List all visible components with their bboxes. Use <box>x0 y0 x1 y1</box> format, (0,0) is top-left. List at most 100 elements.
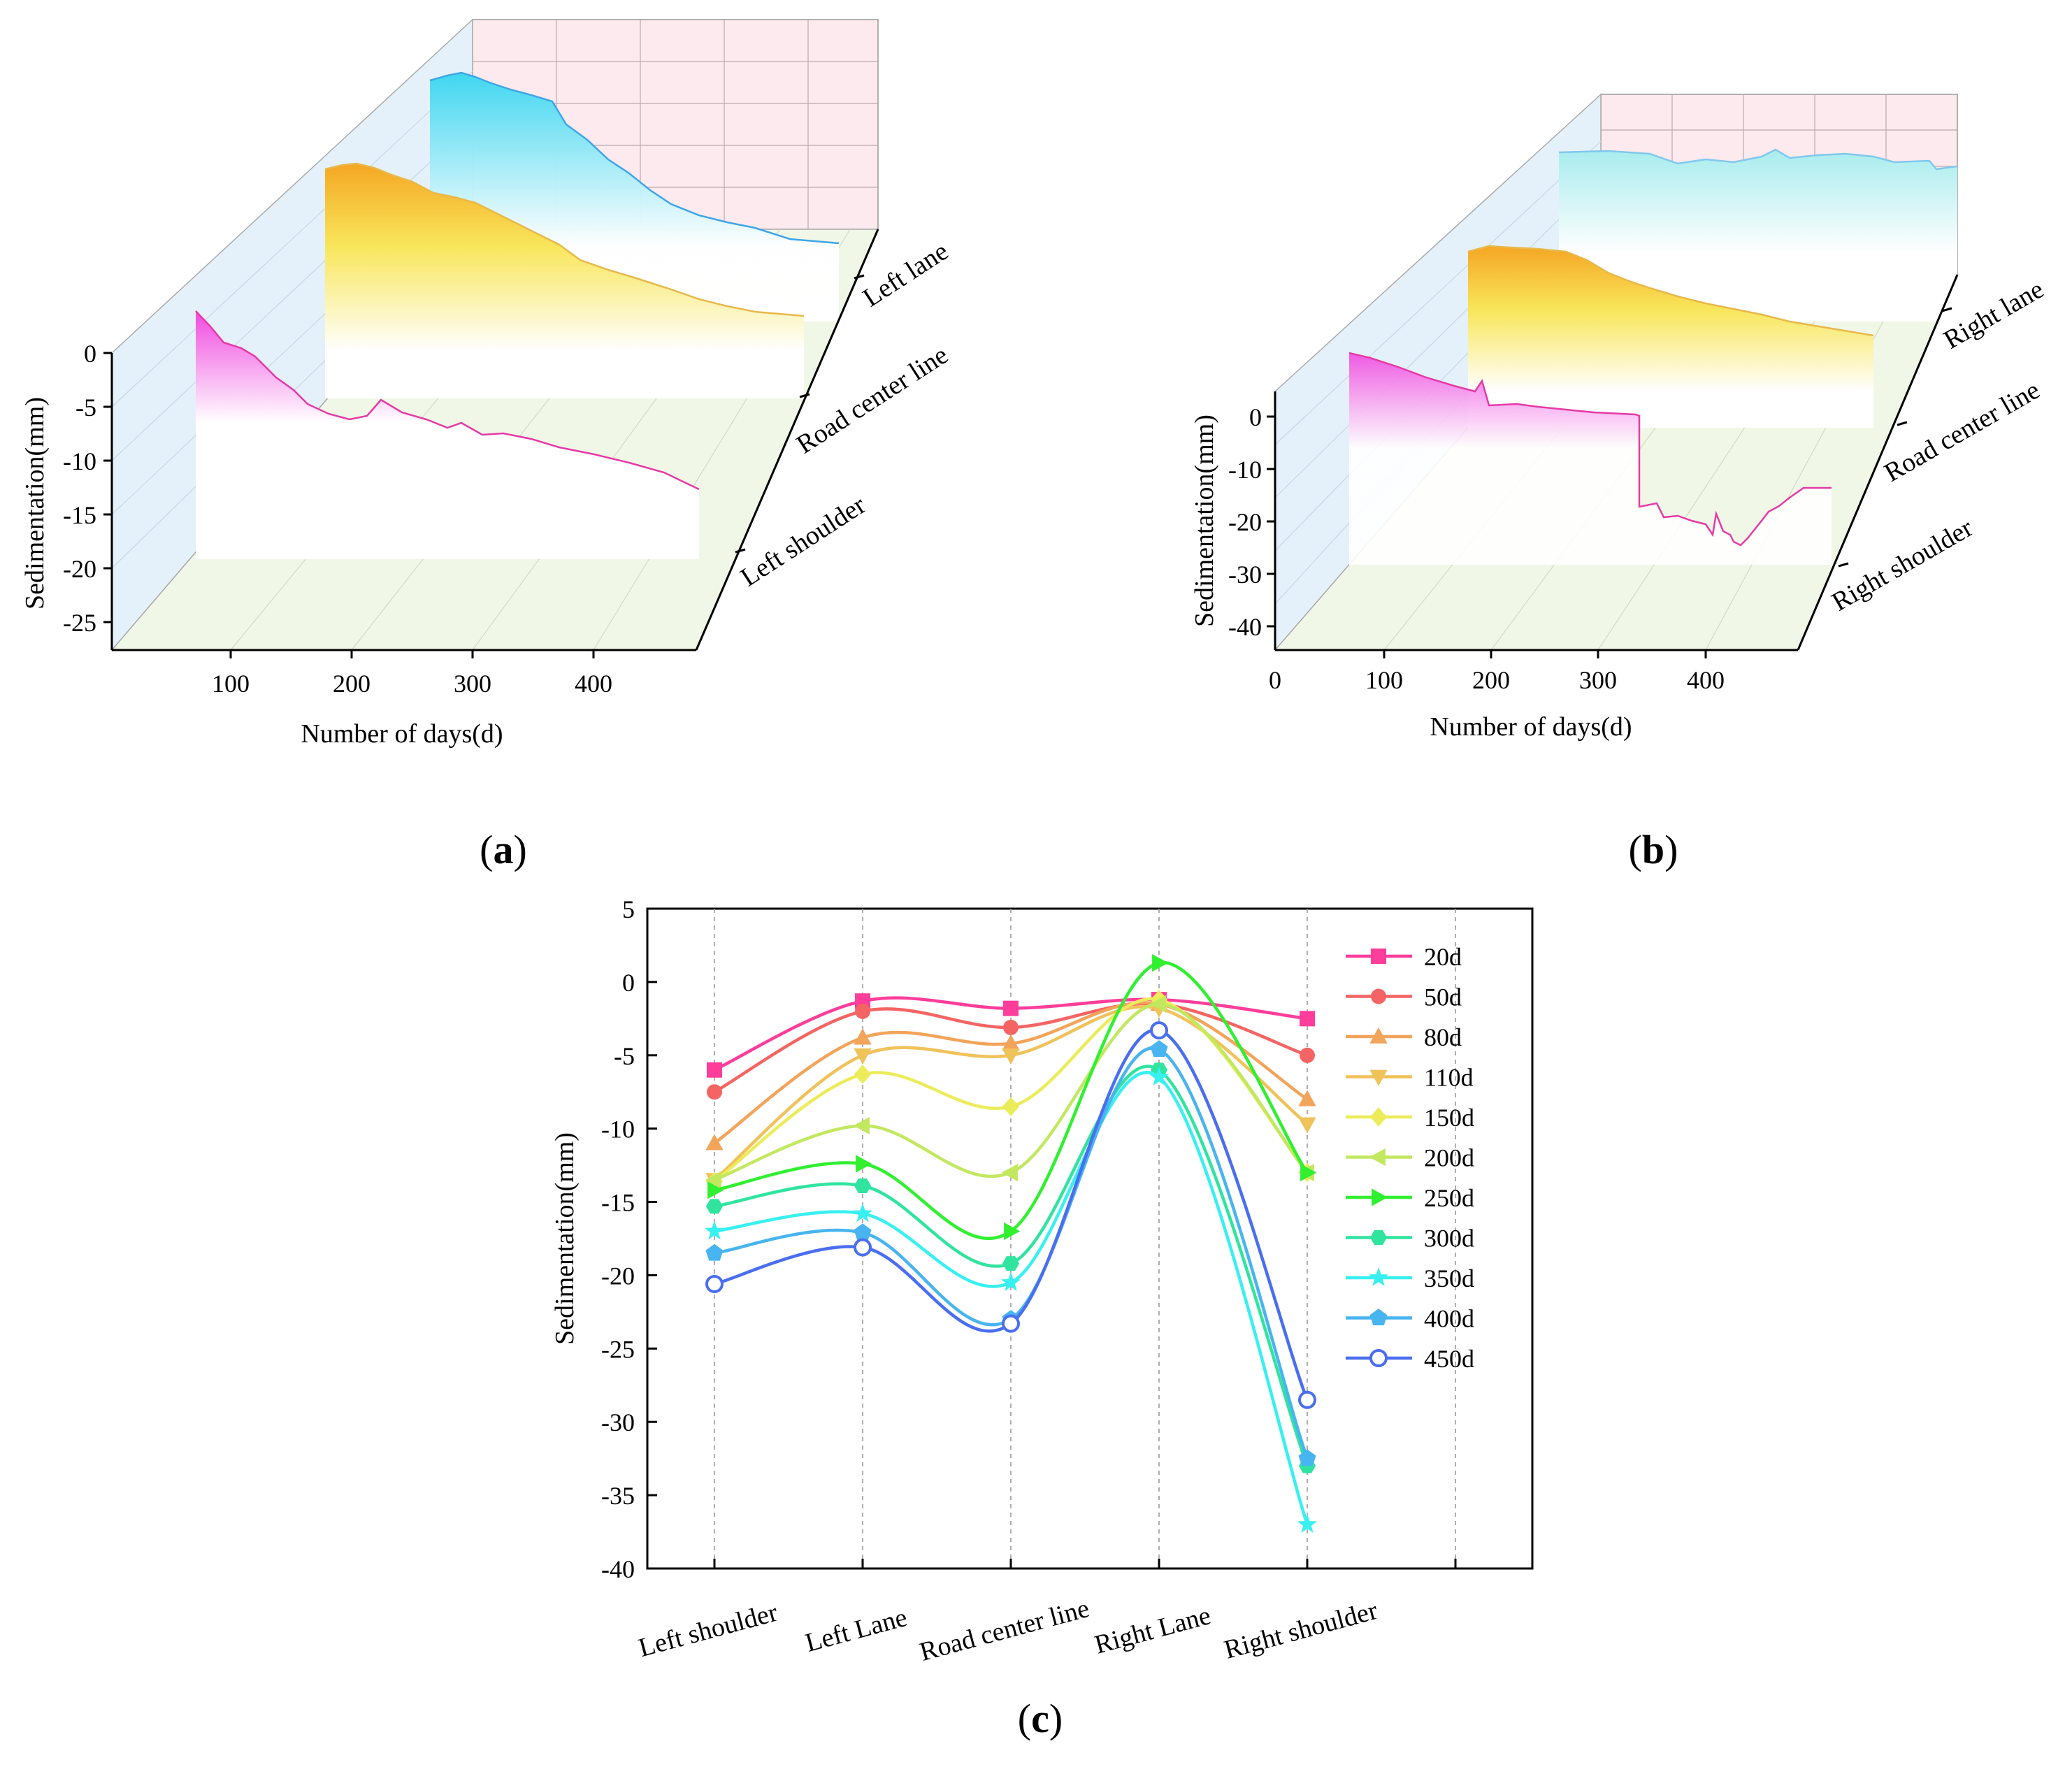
panel-b-depth-ticks <box>1838 307 1952 568</box>
panel-b-ribbon-right-lane <box>1558 148 1958 322</box>
series-line <box>714 1065 1309 1466</box>
panel-b-x-tick: 200 <box>1472 666 1510 694</box>
data-point-marker <box>855 1003 870 1019</box>
y-tick-label: -30 <box>601 1408 635 1436</box>
panel-c-legend: 20d 50d 80d 110d 150d 200d 250d 300d 350d 400d 450… <box>1346 943 1474 1373</box>
panel-a-x-tick: 400 <box>575 670 612 698</box>
panel-a-y-tick: -10 <box>63 447 96 475</box>
data-point-marker <box>1150 1040 1168 1058</box>
panel-b-x-label: Number of days(d) <box>1430 712 1632 742</box>
panel-b-x-tick: 0 <box>1269 666 1281 694</box>
panel-b-y-label: Sedimentation(mm) <box>1190 414 1219 627</box>
x-tick-label: Right shoulder <box>1221 1596 1381 1665</box>
y-tick-label: -35 <box>601 1482 635 1510</box>
data-point-marker <box>1369 1148 1386 1167</box>
y-tick-label: -20 <box>601 1262 635 1290</box>
data-point-marker <box>1298 1090 1316 1106</box>
data-point-marker <box>1369 1349 1388 1367</box>
data-point-marker <box>705 1199 724 1214</box>
panel-a-y-tick: -15 <box>63 501 96 529</box>
x-tick-label: Left Lane <box>803 1603 911 1658</box>
y-tick-label: -40 <box>601 1555 635 1583</box>
legend-label: 80d <box>1424 1023 1462 1051</box>
data-point-marker <box>1003 1000 1019 1016</box>
panel-b: 0 -10 -20 -30 -40 0 100 200 300 400 Righ… <box>1190 93 2049 872</box>
data-point-marker <box>1002 1097 1020 1116</box>
data-point-marker <box>1300 1047 1315 1063</box>
data-point-marker <box>1002 1034 1020 1051</box>
data-point-marker <box>705 1171 721 1189</box>
data-point-marker <box>1152 953 1169 972</box>
panel-b-y-tick: -30 <box>1228 561 1262 589</box>
panel-c-y-label: Sedimentation(mm) <box>550 1132 580 1345</box>
panel-b-y-tick: -10 <box>1228 456 1262 484</box>
panel-a-x-tick: 200 <box>333 670 370 698</box>
data-point-marker <box>1371 988 1386 1004</box>
data-point-marker <box>707 1062 722 1078</box>
series-200d <box>705 995 1314 1189</box>
x-tick-label: Right Lane <box>1091 1601 1214 1660</box>
legend-label: 150d <box>1424 1104 1474 1132</box>
data-point-marker <box>1002 1314 1020 1333</box>
panel-c-x-ticks: Left shoulder Left Lane Road center lineRi… <box>635 1559 1457 1667</box>
y-tick-label: -15 <box>601 1189 635 1217</box>
data-point-marker <box>1149 995 1166 1014</box>
panel-a-caption: (a) <box>480 827 527 872</box>
panel-b-ribbon-right-shoulder <box>1348 352 1832 565</box>
panel-b-x-tick: 300 <box>1579 666 1617 694</box>
series-350d <box>704 1067 1318 1534</box>
panel-c: 5 0 -5 -10 -15 -20 -25 -30 -35 -40 Left shoulder L… <box>550 895 1534 1741</box>
panel-c-caption: (c) <box>1018 1696 1063 1741</box>
panel-a-x-label: Number of days(d) <box>301 719 503 749</box>
data-point-marker <box>856 1155 872 1173</box>
data-point-marker <box>1369 1230 1388 1245</box>
legend-label: 300d <box>1424 1225 1474 1253</box>
panel-a-depth-ticks <box>735 274 865 554</box>
data-point-marker <box>1369 1027 1388 1044</box>
data-point-marker <box>1298 1390 1316 1409</box>
data-point-marker <box>1300 1011 1315 1027</box>
data-point-marker <box>1298 1117 1316 1134</box>
panel-a-x-tick: 300 <box>454 670 491 698</box>
panel-a-ribbon-left-shoulder <box>195 310 700 559</box>
data-point-marker <box>705 1243 724 1261</box>
data-point-marker <box>704 1220 725 1240</box>
series-250d <box>707 953 1317 1241</box>
legend-label: 200d <box>1424 1144 1474 1172</box>
panel-b-x-ticks: 0 100 200 300 400 <box>1269 650 1725 694</box>
series-line <box>714 1071 1309 1525</box>
series-line <box>714 1002 1309 1182</box>
panel-c-y-ticks: 5 0 -5 -10 -15 -20 -25 -30 -35 -40 <box>601 895 657 1583</box>
panel-b-y-tick: -20 <box>1228 508 1262 536</box>
data-point-marker <box>854 1028 872 1045</box>
panel-a-depth-label: Left lane <box>858 236 954 312</box>
panel-b-y-tick: 0 <box>1249 403 1262 431</box>
data-point-marker <box>852 1203 873 1223</box>
legend-label: 20d <box>1424 943 1462 971</box>
y-tick-label: -25 <box>601 1335 635 1363</box>
data-point-marker <box>705 1134 724 1151</box>
panel-c-series <box>704 953 1318 1534</box>
data-point-marker <box>1001 1163 1018 1182</box>
x-tick-label: Road center line <box>916 1594 1092 1667</box>
data-point-marker <box>854 1048 872 1065</box>
data-point-marker <box>1369 1308 1388 1326</box>
panel-a: 0 -5 -10 -15 -20 -25 100 200 300 400 Lef… <box>20 18 954 872</box>
y-tick-label: 5 <box>622 895 635 923</box>
panel-b-x-tick: 100 <box>1365 666 1403 694</box>
data-point-marker <box>1004 1222 1021 1241</box>
legend-label: 400d <box>1424 1305 1474 1333</box>
legend-label: 50d <box>1424 983 1462 1011</box>
data-point-marker <box>1002 1256 1020 1271</box>
panel-a-y-ticks: 0 -5 -10 -15 -20 -25 <box>63 340 112 637</box>
panel-b-x-tick: 400 <box>1687 666 1725 694</box>
data-point-marker <box>1369 1069 1388 1086</box>
data-point-marker <box>1000 1272 1021 1291</box>
panel-a-y-label: Sedimentation(mm) <box>20 397 50 610</box>
panel-a-y-tick: -25 <box>63 609 96 637</box>
data-point-marker <box>1297 1514 1318 1534</box>
panel-a-y-tick: 0 <box>84 340 96 368</box>
panel-b-y-tick: -40 <box>1228 613 1262 641</box>
series-450d <box>705 1021 1316 1409</box>
